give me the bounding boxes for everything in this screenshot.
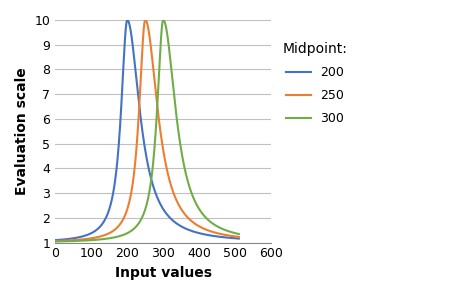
300 <box>73 239 79 243</box>
300 <box>233 231 238 235</box>
300 <box>123 232 129 236</box>
Y-axis label: Evaluation scale: Evaluation scale <box>15 68 29 195</box>
200 <box>124 18 130 22</box>
250 <box>52 239 58 243</box>
Line: 250: 250 <box>55 20 239 241</box>
200 <box>213 235 219 238</box>
250 <box>213 231 219 235</box>
250 <box>123 212 129 216</box>
250 <box>233 235 238 238</box>
200 <box>123 28 129 31</box>
200 <box>131 52 137 56</box>
200 <box>52 238 58 242</box>
Line: 200: 200 <box>55 20 239 240</box>
300 <box>84 239 90 242</box>
250 <box>142 18 148 22</box>
200 <box>84 233 90 237</box>
250 <box>84 237 90 241</box>
200 <box>233 237 238 240</box>
X-axis label: Input values: Input values <box>115 266 212 280</box>
300 <box>236 232 242 236</box>
250 <box>131 175 137 178</box>
Line: 300: 300 <box>55 20 239 242</box>
200 <box>236 237 242 240</box>
250 <box>236 235 242 239</box>
200 <box>73 236 79 240</box>
250 <box>73 238 79 242</box>
300 <box>161 18 166 22</box>
300 <box>131 227 137 231</box>
300 <box>213 224 219 227</box>
300 <box>52 240 58 243</box>
Legend: 200, 250, 300: 200, 250, 300 <box>277 37 352 130</box>
